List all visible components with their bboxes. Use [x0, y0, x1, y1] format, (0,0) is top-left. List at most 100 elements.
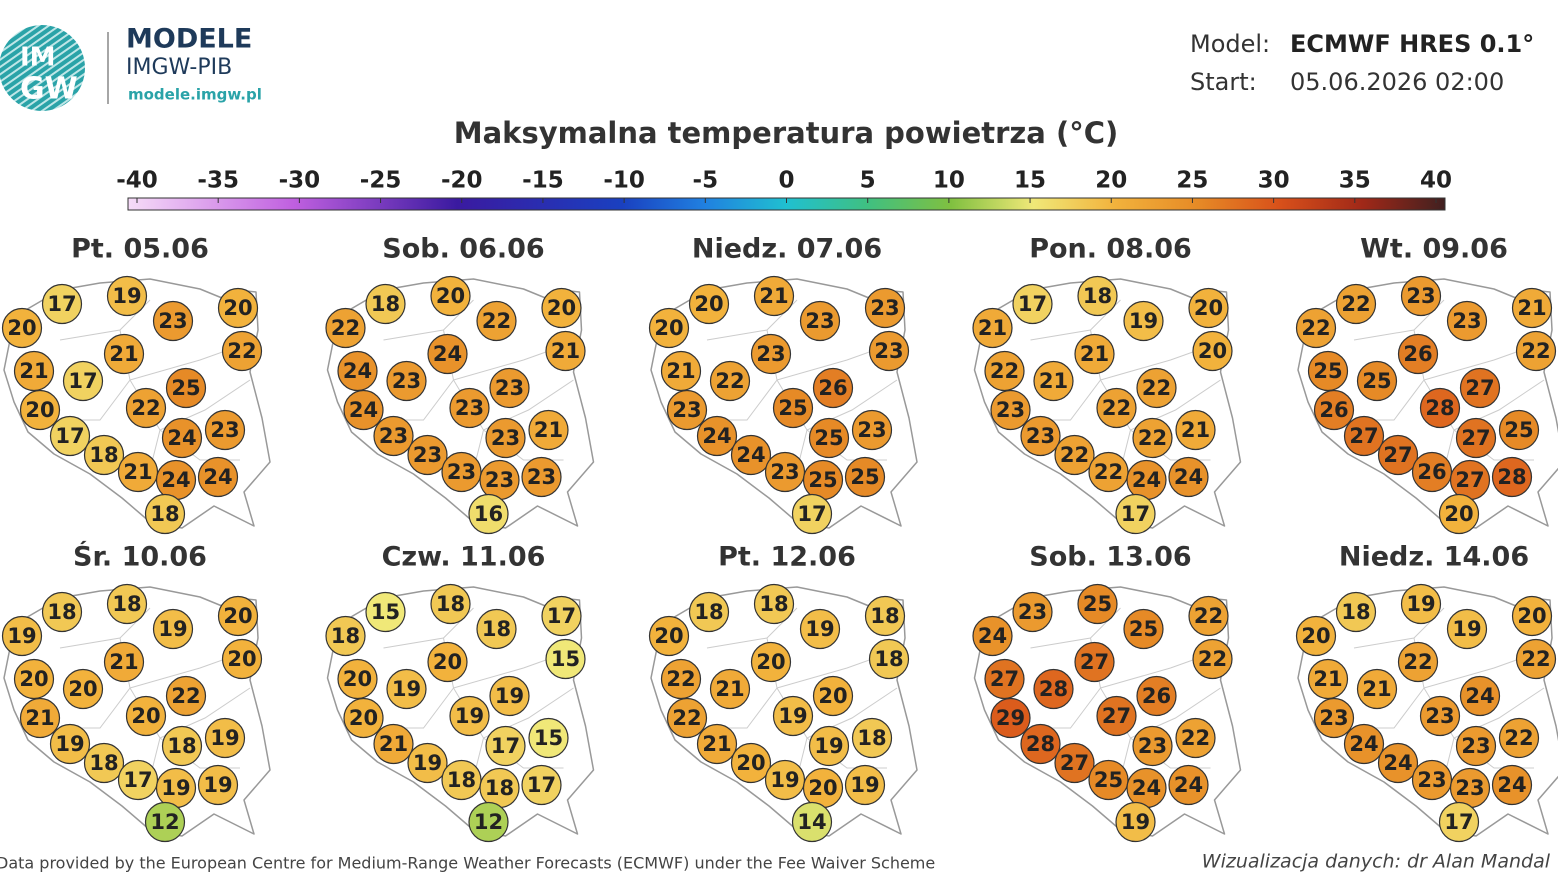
- station-value: 24: [161, 468, 190, 492]
- station-marker: [666, 697, 708, 739]
- station-marker: [984, 658, 1025, 700]
- station-value: 24: [1465, 684, 1494, 708]
- station-marker: [1077, 583, 1118, 625]
- station-value: 16: [474, 502, 503, 526]
- start-value: 05.06.2026 02:00: [1290, 68, 1504, 96]
- station-value: 25: [850, 465, 879, 489]
- station-marker: [764, 759, 806, 801]
- station-marker: [1511, 287, 1553, 329]
- station-marker: [1377, 742, 1419, 784]
- station-value: 18: [436, 592, 465, 616]
- station-value: 18: [1083, 284, 1112, 308]
- station-marker: [799, 608, 841, 650]
- station-marker: [851, 409, 893, 451]
- station-marker: [1088, 759, 1129, 801]
- station-value: 22: [227, 339, 256, 363]
- station-value: 14: [797, 810, 826, 834]
- station-value: 17: [68, 369, 97, 393]
- station-marker: [343, 697, 384, 739]
- station-marker: [386, 360, 427, 402]
- station-marker: [62, 360, 104, 402]
- station-value: 22: [1521, 647, 1550, 671]
- station-marker: [1033, 360, 1074, 402]
- station-marker: [1123, 300, 1164, 342]
- station-marker: [541, 595, 582, 637]
- station-value: 18: [482, 617, 511, 641]
- station-value: 27: [1465, 376, 1494, 400]
- station-value: 22: [331, 316, 360, 340]
- station-value: 21: [1517, 296, 1546, 320]
- station-marker: [407, 434, 448, 476]
- station-value: 18: [759, 592, 788, 616]
- station-marker: [844, 764, 886, 806]
- station-marker: [19, 389, 61, 431]
- station-value: 25: [1362, 369, 1391, 393]
- station-value: 23: [1461, 734, 1490, 758]
- station-value: 20: [736, 751, 765, 775]
- station-value: 24: [433, 342, 462, 366]
- station-marker: [1132, 725, 1173, 767]
- station-marker: [851, 717, 893, 759]
- station-value: 19: [814, 734, 843, 758]
- logo-circle: [0, 25, 85, 111]
- panel-title: Niedz. 14.06: [1339, 542, 1529, 573]
- station-value: 20: [1194, 296, 1223, 320]
- station-value: 18: [47, 600, 76, 624]
- colorbar-tick-label: 35: [1339, 168, 1371, 194]
- station-marker: [13, 350, 55, 392]
- station-value: 27: [990, 667, 1019, 691]
- station-value: 20: [1301, 624, 1330, 648]
- station-value: 20: [25, 398, 54, 422]
- station-marker: [204, 409, 246, 451]
- station-value: 28: [1425, 396, 1454, 420]
- station-marker: [1455, 417, 1497, 459]
- org: IMGW-PIB: [126, 55, 232, 80]
- station-value: 20: [436, 284, 465, 308]
- station-marker: [441, 451, 482, 493]
- station-value: 21: [1039, 369, 1068, 393]
- station-value: 21: [1181, 418, 1210, 442]
- station-marker: [41, 591, 83, 633]
- station-value: 23: [1417, 768, 1446, 792]
- station-marker: [688, 283, 730, 325]
- title: Maksymalna temperatura powietrza (°C): [454, 116, 1119, 150]
- station-value: 27: [1461, 426, 1490, 450]
- station-value: 19: [455, 704, 484, 728]
- station-value: 22: [666, 667, 695, 691]
- station-marker: [125, 695, 167, 737]
- station-marker: [103, 333, 145, 375]
- station-value: 17: [123, 768, 152, 792]
- url: modele.imgw.pl: [128, 86, 262, 104]
- footer-left: Data provided by the European Centre for…: [0, 854, 935, 873]
- station-value: 22: [1094, 460, 1123, 484]
- station-marker: [476, 608, 517, 650]
- station-value: 22: [1142, 376, 1171, 400]
- panel-title: Sob. 13.06: [1029, 542, 1191, 573]
- station-marker: [990, 389, 1031, 431]
- station-value: 23: [672, 398, 701, 422]
- panel-title: Śr. 10.06: [73, 541, 207, 573]
- station-value: 20: [349, 706, 378, 730]
- station-marker: [1168, 764, 1209, 806]
- station-marker: [1074, 641, 1115, 683]
- station-marker: [812, 675, 854, 717]
- station-marker: [660, 350, 702, 392]
- station-value: 28: [1039, 677, 1068, 701]
- station-value: 20: [547, 296, 576, 320]
- station-value: 21: [702, 732, 731, 756]
- station-marker: [868, 330, 910, 372]
- station-marker: [1459, 367, 1501, 409]
- station-marker: [165, 675, 207, 717]
- station-value: 23: [527, 465, 556, 489]
- colorbar-tick-label: -30: [279, 168, 321, 194]
- station-value: 25: [1094, 768, 1123, 792]
- station-value: 24: [1174, 465, 1203, 489]
- station-value: 22: [990, 359, 1019, 383]
- station-value: 27: [1349, 424, 1378, 448]
- station-value: 22: [1181, 726, 1210, 750]
- station-marker: [750, 641, 792, 683]
